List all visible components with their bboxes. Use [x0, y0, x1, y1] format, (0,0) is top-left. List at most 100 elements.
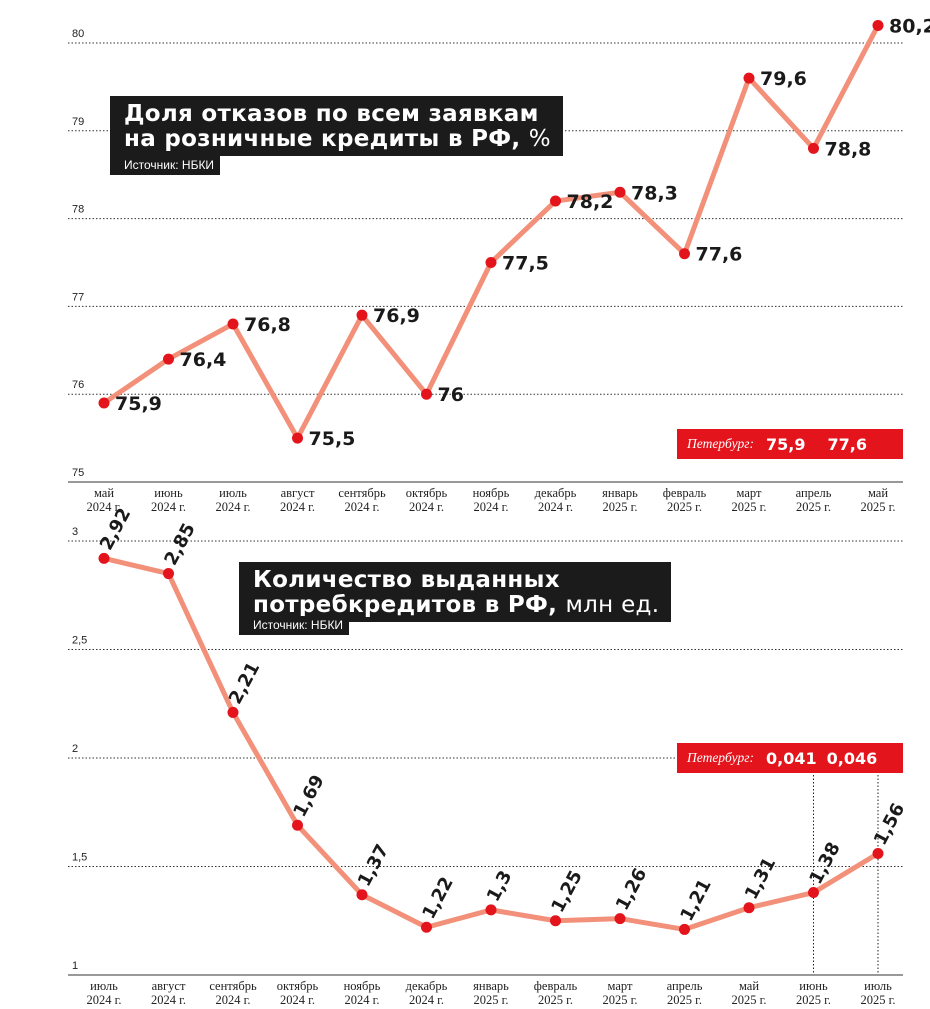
x-tick-label-month: декабрь [535, 486, 577, 500]
x-tick-label-month: июль [90, 979, 118, 993]
data-point [743, 902, 755, 914]
data-label: 79,6 [760, 68, 807, 90]
data-point [356, 309, 368, 321]
x-tick-label-month: июнь [154, 486, 183, 500]
x-tick-label-month: февраль [534, 979, 578, 993]
x-tick-label-year: 2025 г. [796, 993, 831, 1007]
chart1-spb-label: Петербург: [687, 436, 754, 451]
y-tick-label: 77 [72, 291, 84, 303]
chart2-title: Количество выданных [253, 567, 560, 593]
y-tick-label: 75 [72, 467, 84, 479]
x-tick-label-year: 2025 г. [861, 500, 896, 514]
data-point [98, 397, 110, 409]
x-tick-label-month: август [152, 979, 186, 993]
x-tick-label-month: март [608, 979, 633, 993]
y-tick-label: 80 [72, 28, 84, 40]
data-point [743, 72, 755, 84]
x-tick-label-year: 2024 г. [409, 500, 444, 514]
x-tick-label-month: август [281, 486, 315, 500]
data-point [163, 353, 174, 365]
data-label: 76 [438, 384, 464, 406]
data-label: 80,2 [889, 15, 930, 37]
chart1-title-box: Доля отказов по всем заявкам на розничны… [110, 96, 563, 156]
data-point [292, 819, 303, 831]
data-point [292, 432, 303, 444]
x-tick-label-month: май [868, 486, 888, 500]
data-label: 76,9 [373, 305, 420, 327]
data-point [98, 552, 110, 564]
chart2-title-line2: потребкредитов в РФ, [253, 592, 558, 618]
data-point [872, 19, 884, 31]
y-tick-label: 78 [72, 204, 84, 216]
x-tick-label-month: май [94, 486, 114, 500]
x-tick-label-month: декабрь [406, 979, 448, 993]
y-tick-label: 76 [72, 379, 84, 391]
data-point [356, 889, 368, 901]
chart2-spb-label: Петербург: [687, 750, 754, 765]
x-tick-label-year: 2025 г. [732, 500, 767, 514]
chart1-spb-value-1: 75,9 [766, 434, 806, 454]
y-tick-label: 1 [72, 960, 78, 972]
chart1-spb-value-2: 77,6 [827, 434, 867, 454]
data-point [808, 887, 819, 899]
data-point [550, 915, 561, 927]
y-tick-label: 1,5 [72, 852, 87, 864]
x-tick-label-month: январь [473, 979, 509, 993]
data-point [227, 706, 239, 718]
data-point [163, 568, 174, 580]
x-tick-label-month: январь [602, 486, 638, 500]
chart2-source: Источник: НБКИ [239, 616, 350, 635]
data-label: 78,8 [825, 138, 872, 160]
x-tick-label-year: 2025 г. [538, 993, 573, 1007]
x-tick-label-month: сентябрь [338, 486, 386, 500]
data-label: 1,22 [418, 874, 457, 923]
x-tick-label-year: 2025 г. [796, 500, 831, 514]
data-label: 76,4 [180, 349, 227, 371]
chart1-title-line2: на розничные кредиты в РФ, [124, 126, 521, 152]
data-point [550, 195, 561, 207]
x-tick-label-year: 2025 г. [667, 993, 702, 1007]
x-tick-label-year: 2025 г. [474, 993, 509, 1007]
y-tick-label: 3 [72, 526, 78, 538]
data-label: 1,56 [870, 800, 909, 849]
x-tick-label-year: 2024 г. [151, 500, 186, 514]
data-label: 75,5 [309, 428, 356, 450]
x-tick-label-year: 2024 г. [409, 993, 444, 1007]
chart1-title-line2-wrap: на розничные кредиты в РФ, % [124, 127, 551, 152]
data-point [421, 921, 432, 933]
chart2-spb-value-1: 0,041 [766, 748, 817, 768]
x-tick-label-month: апрель [667, 979, 703, 993]
x-tick-label-month: ноябрь [344, 979, 381, 993]
chart1-unit: % [528, 126, 551, 152]
data-label: 78,3 [631, 182, 678, 204]
data-point [421, 388, 432, 400]
x-tick-label-year: 2025 г. [603, 993, 638, 1007]
x-tick-label-month: июль [864, 979, 892, 993]
data-point [485, 257, 497, 268]
x-tick-label-year: 2024 г. [216, 500, 251, 514]
data-label: 78,2 [567, 191, 614, 213]
chart2-unit: млн ед. [565, 592, 660, 618]
chart2-spb-badge: Петербург: 0,041 0,046 [677, 743, 903, 773]
x-tick-label-year: 2024 г. [151, 993, 186, 1007]
y-tick-label: 2 [72, 743, 78, 755]
data-point [808, 142, 819, 154]
data-point [614, 913, 626, 925]
x-tick-label-year: 2024 г. [345, 993, 380, 1007]
x-tick-label-month: октябрь [406, 486, 448, 500]
x-tick-label-year: 2024 г. [87, 993, 122, 1007]
data-point [679, 248, 690, 260]
data-label: 1,3 [483, 867, 517, 905]
y-tick-label: 2,5 [72, 635, 87, 647]
data-point [485, 904, 497, 916]
x-tick-label-month: март [737, 486, 762, 500]
data-point [679, 923, 690, 935]
x-tick-label-year: 2024 г. [216, 993, 251, 1007]
data-label: 77,6 [696, 244, 743, 266]
data-label: 77,5 [502, 253, 549, 275]
data-point [227, 318, 239, 330]
x-tick-label-month: февраль [663, 486, 707, 500]
x-tick-label-month: апрель [796, 486, 832, 500]
